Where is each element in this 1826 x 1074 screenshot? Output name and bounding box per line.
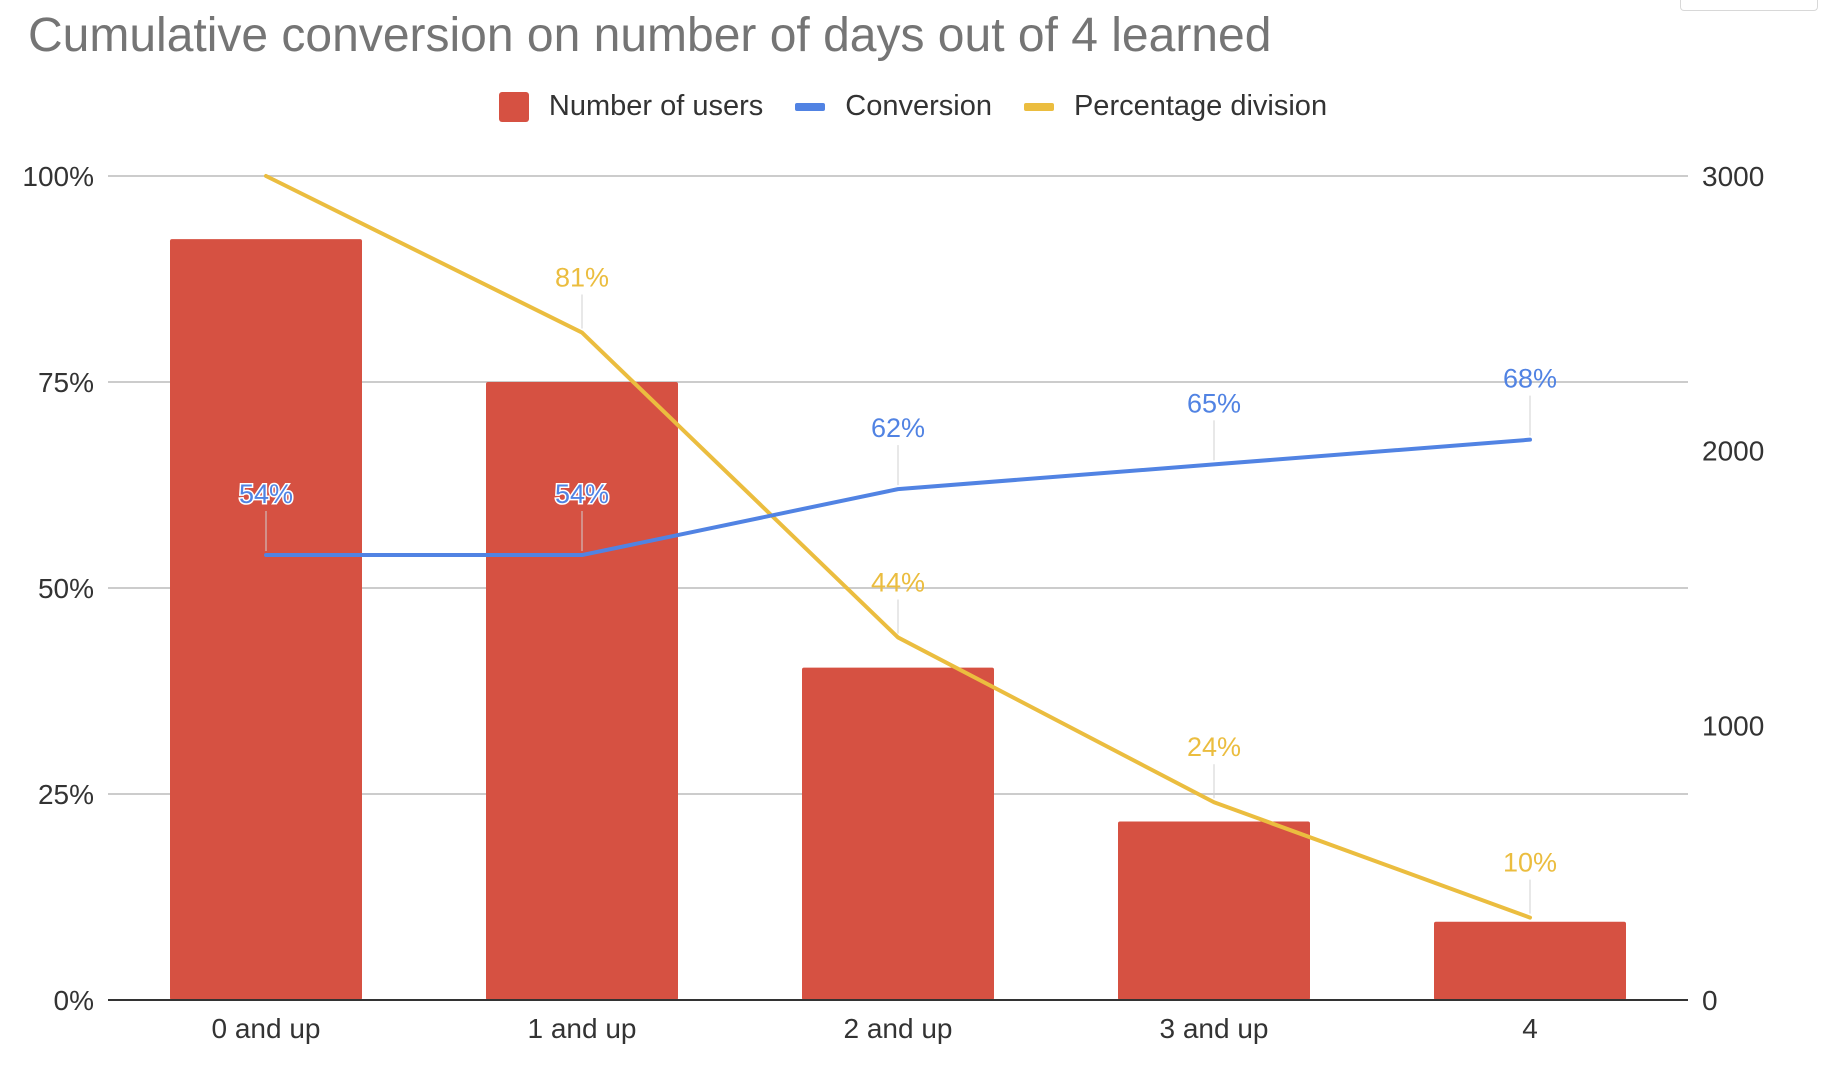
right-axis-tick-label: 2000 <box>1702 436 1764 467</box>
legend-label-percentage: Percentage division <box>1073 90 1328 122</box>
x-axis-tick-label: 3 and up <box>1160 1013 1269 1044</box>
chart-title: Cumulative conversion on number of days … <box>28 9 1272 62</box>
data-label-conversion: 54% <box>555 479 609 509</box>
left-axis-tick-label: 0% <box>54 985 94 1016</box>
x-axis-tick-label: 0 and up <box>212 1013 321 1044</box>
x-axis-tick-label: 4 <box>1522 1013 1538 1044</box>
right-axis-tick-label: 1000 <box>1702 710 1764 741</box>
legend: Number of users Conversion Percentage di… <box>0 90 1826 123</box>
bar-number-of-users <box>1118 821 1310 1000</box>
bar-number-of-users <box>170 239 362 1000</box>
legend-swatch-users <box>498 91 529 122</box>
bar-number-of-users <box>802 667 994 1000</box>
data-label-conversion: 54% <box>239 479 293 509</box>
legend-item-conversion[interactable]: Conversion <box>795 90 992 123</box>
right-axis-tick-label: 3000 <box>1702 161 1764 192</box>
x-axis-tick-label: 2 and up <box>844 1013 953 1044</box>
legend-swatch-conversion <box>795 102 826 111</box>
legend-label-users: Number of users <box>548 90 764 122</box>
left-axis-tick-label: 50% <box>38 573 94 604</box>
data-label-percentage-division: 10% <box>1503 848 1557 878</box>
legend-item-number-of-users[interactable]: Number of users <box>498 90 764 123</box>
data-label-percentage-division: 24% <box>1187 732 1241 762</box>
x-axis-tick-label: 1 and up <box>528 1013 637 1044</box>
legend-item-percentage-division[interactable]: Percentage division <box>1023 90 1328 123</box>
data-label-conversion: 65% <box>1187 388 1241 418</box>
line-percentage-division <box>264 174 1532 920</box>
legend-swatch-percentage <box>1023 102 1054 111</box>
left-axis-tick-label: 100% <box>22 161 94 192</box>
right-axis-tick-label: 0 <box>1702 985 1718 1016</box>
data-label-conversion: 68% <box>1503 364 1557 394</box>
data-label-percentage-division: 81% <box>555 263 609 293</box>
bar-number-of-users <box>486 382 678 1000</box>
bar-number-of-users <box>1434 921 1626 1000</box>
legend-label-conversion: Conversion <box>845 90 992 122</box>
data-label-percentage-division: 44% <box>871 567 925 597</box>
line-conversion <box>264 437 1532 558</box>
data-label-conversion: 62% <box>871 413 925 443</box>
left-axis-tick-label: 75% <box>38 367 94 398</box>
left-axis-tick-label: 25% <box>38 779 94 810</box>
chart-menu-button[interactable] <box>1680 0 1818 11</box>
